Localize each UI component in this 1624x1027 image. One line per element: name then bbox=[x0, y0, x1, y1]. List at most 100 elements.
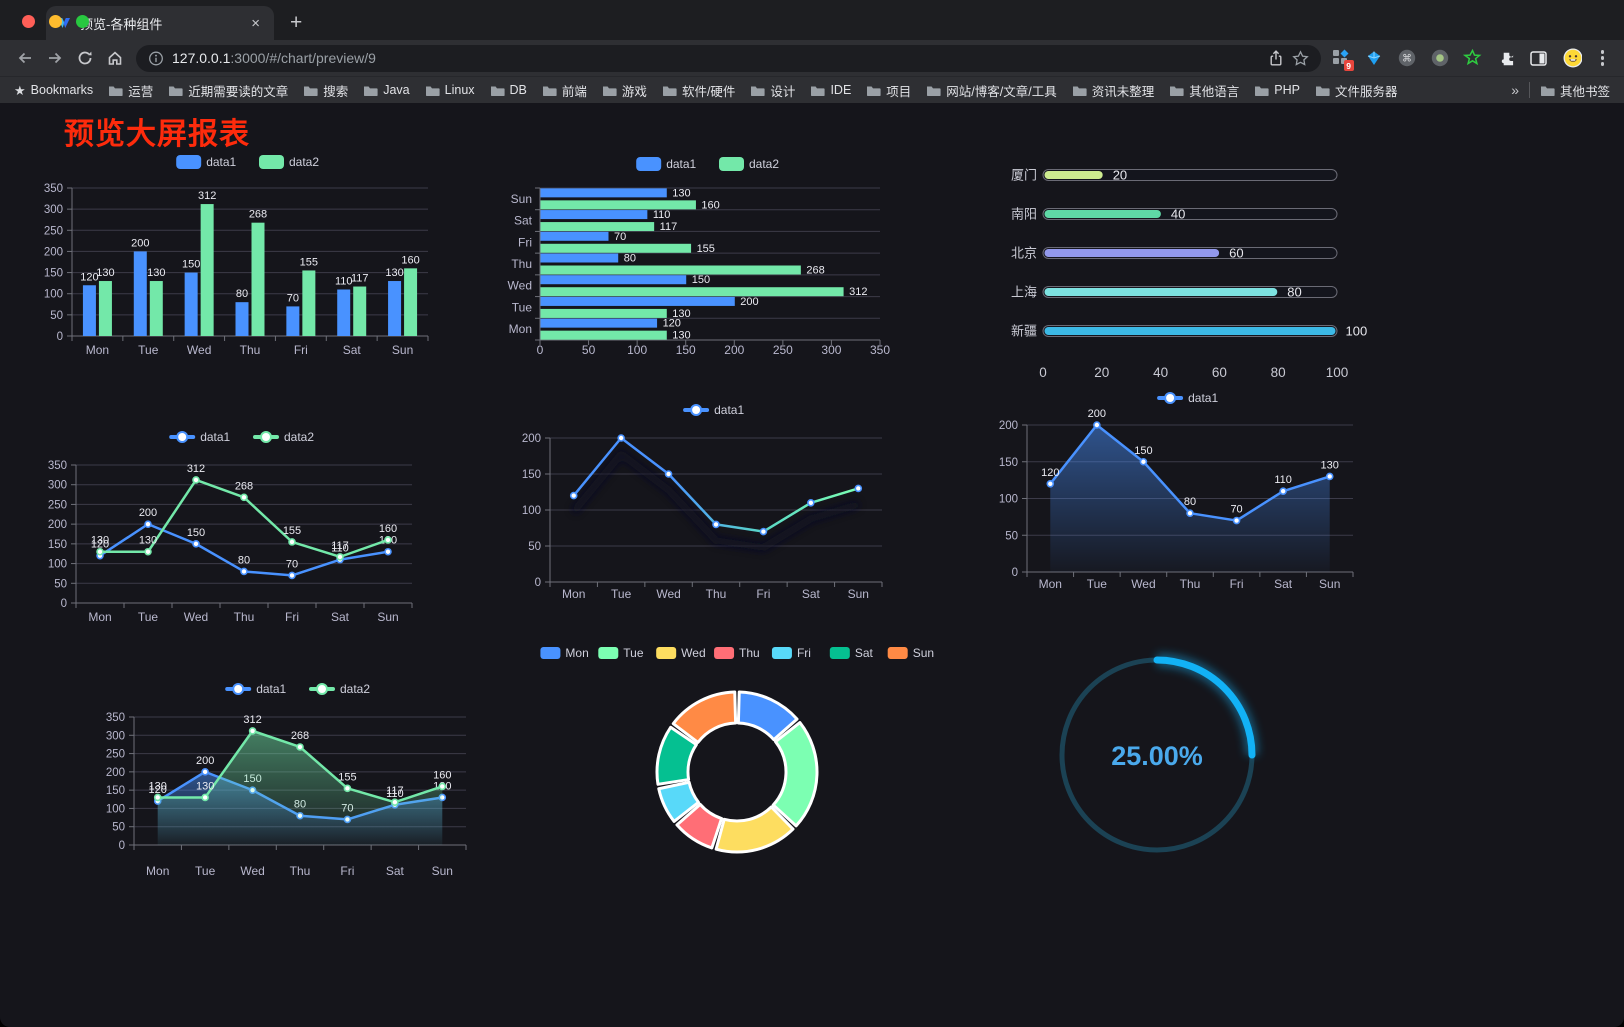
svg-text:70: 70 bbox=[1230, 504, 1242, 516]
chart-bar-horizontal[interactable]: 0 50 100 150 200 250 300 350 Sun 130 160 Sat 110 117 F… bbox=[492, 148, 894, 366]
svg-text:117: 117 bbox=[386, 785, 404, 797]
bookmark-folder[interactable]: 项目 bbox=[866, 81, 911, 100]
forward-button[interactable] bbox=[40, 43, 70, 73]
back-button[interactable] bbox=[10, 43, 40, 73]
folder-icon bbox=[926, 84, 941, 97]
bookmark-folder-label: 搜索 bbox=[323, 84, 349, 99]
extension-gem-icon[interactable] bbox=[1364, 48, 1384, 68]
minimize-window-button[interactable] bbox=[49, 15, 62, 28]
legend-item-Wed[interactable]: Wed bbox=[656, 646, 706, 660]
chart-bar-grouped[interactable]: 0 50 100 150 200 250 300 350 Mon Tue Wed Thu Fri Sat S… bbox=[36, 146, 434, 368]
svg-text:130: 130 bbox=[672, 187, 690, 199]
legend-item-Sat[interactable]: Sat bbox=[829, 646, 874, 660]
chart-line-gradient[interactable]: 0 50 100 150 200 Mon Tue Wed Thu Fri Sat Sun data1 bbox=[506, 397, 892, 615]
bookmark-folder[interactable]: 设计 bbox=[750, 81, 795, 100]
bookmark-folder[interactable]: 资讯未整理 bbox=[1072, 81, 1154, 100]
svg-text:70: 70 bbox=[287, 292, 299, 304]
extensions-puzzle-icon[interactable] bbox=[1496, 48, 1516, 68]
chart-progress-bars[interactable]: 厦门 20 南阳 40 北京 60 上海 80 新疆 100 0 20 40 60 80 100 bbox=[985, 153, 1383, 391]
bookmark-folder[interactable]: PHP bbox=[1254, 83, 1300, 97]
zoom-window-button[interactable] bbox=[76, 15, 89, 28]
bookmark-folder[interactable]: 搜索 bbox=[303, 81, 348, 100]
bookmark-folder[interactable]: Linux bbox=[425, 83, 475, 97]
chart-donut[interactable]: Mon Tue Wed Thu Fri Sat Sun bbox=[540, 637, 936, 882]
bookmark-star-icon[interactable] bbox=[1291, 49, 1309, 67]
folder-icon bbox=[602, 84, 617, 97]
legend-item-data1[interactable]: data1 bbox=[636, 157, 697, 171]
bookmark-folder[interactable]: 网站/博客/文章/工具 bbox=[926, 81, 1057, 100]
svg-text:Thu: Thu bbox=[240, 343, 261, 357]
legend-item-Sun[interactable]: Sun bbox=[887, 646, 934, 660]
folder-icon bbox=[750, 84, 766, 97]
svg-text:data2: data2 bbox=[340, 682, 370, 696]
bookmark-folder[interactable]: 软件/硬件 bbox=[662, 81, 735, 100]
svg-text:312: 312 bbox=[187, 463, 205, 475]
chart-area-dual[interactable]: 0 50 100 150 200 250 300 350 Mon Tue Wed Thu Fri Sat S… bbox=[92, 675, 476, 897]
bookmark-folder-label: 网站/博客/文章/工具 bbox=[946, 84, 1057, 99]
svg-text:Tue: Tue bbox=[611, 587, 632, 601]
legend-item-data2[interactable]: data2 bbox=[253, 430, 314, 444]
bookmark-folder[interactable]: IDE bbox=[810, 83, 851, 97]
folder-icon bbox=[425, 84, 440, 97]
close-window-button[interactable] bbox=[22, 15, 35, 28]
bookmark-folder-label: Java bbox=[383, 83, 410, 97]
bookmark-folder[interactable]: 其他语言 bbox=[1169, 81, 1239, 100]
svg-text:200: 200 bbox=[522, 433, 541, 445]
legend-item-data2[interactable]: data2 bbox=[309, 682, 370, 696]
legend-item-data1[interactable]: data1 bbox=[176, 155, 237, 169]
reload-button[interactable] bbox=[70, 43, 100, 73]
bookmark-folder[interactable]: 前端 bbox=[542, 81, 587, 100]
svg-text:312: 312 bbox=[849, 286, 867, 298]
svg-text:data1: data1 bbox=[666, 157, 696, 171]
extension-star-icon[interactable] bbox=[1463, 48, 1483, 68]
folder-icon bbox=[866, 84, 881, 97]
svg-text:Sun: Sun bbox=[848, 587, 869, 601]
other-bookmarks[interactable]: 其他书签 bbox=[1540, 81, 1610, 100]
bookmark-folder[interactable]: Java bbox=[363, 83, 410, 97]
folder-icon bbox=[810, 84, 826, 97]
bookmark-folder[interactable]: 运营 bbox=[108, 81, 153, 100]
share-icon[interactable] bbox=[1268, 49, 1284, 67]
bookmarks-root[interactable]: ★ Bookmarks bbox=[14, 83, 93, 97]
bookmarks-overflow-button[interactable]: » bbox=[1511, 82, 1519, 98]
new-tab-button[interactable]: + bbox=[290, 11, 303, 34]
bookmark-folder[interactable]: 文件服务器 bbox=[1315, 81, 1397, 100]
bookmark-folder[interactable]: 游戏 bbox=[602, 81, 647, 100]
extension-record-icon[interactable] bbox=[1430, 48, 1450, 68]
extension-grid-icon[interactable]: 9 bbox=[1331, 48, 1354, 71]
chart-gauge[interactable]: 25.00% bbox=[1046, 643, 1268, 869]
svg-text:Thu: Thu bbox=[290, 864, 311, 878]
legend-item-data1[interactable]: data1 bbox=[683, 403, 744, 417]
legend-item-Fri[interactable]: Fri bbox=[771, 646, 811, 660]
url-text[interactable]: 127.0.0.1:3000/#/chart/preview/9 bbox=[172, 50, 1260, 66]
svg-text:50: 50 bbox=[528, 541, 541, 553]
chart-area-single[interactable]: 0 50 100 150 200 Mon Tue Wed Thu Fri Sat Sun 120 200 1… bbox=[983, 385, 1363, 603]
extension-command-icon[interactable]: ⌘ bbox=[1397, 48, 1417, 68]
tab-close-button[interactable]: × bbox=[251, 14, 260, 32]
svg-text:200: 200 bbox=[196, 755, 214, 767]
browser-menu-button[interactable] bbox=[1595, 50, 1611, 66]
bookmark-folder[interactable]: 近期需要读的文章 bbox=[168, 81, 288, 100]
svg-text:data1: data1 bbox=[714, 403, 744, 417]
chart-canvas-area-single: 0 50 100 150 200 Mon Tue Wed Thu Fri Sat Sun 120 200 1… bbox=[999, 391, 1354, 591]
site-info-icon[interactable] bbox=[148, 50, 164, 67]
svg-text:0: 0 bbox=[1039, 365, 1047, 380]
legend-item-data1[interactable]: data1 bbox=[169, 430, 231, 444]
legend-item-Mon[interactable]: Mon bbox=[540, 646, 589, 660]
legend-item-Tue[interactable]: Tue bbox=[598, 646, 644, 660]
legend-item-data2[interactable]: data2 bbox=[719, 157, 779, 171]
profile-avatar[interactable] bbox=[1562, 48, 1582, 68]
svg-text:Thu: Thu bbox=[1180, 577, 1201, 591]
address-bar[interactable]: 127.0.0.1:3000/#/chart/preview/9 bbox=[136, 44, 1321, 72]
svg-text:130: 130 bbox=[196, 780, 214, 792]
legend-item-Thu[interactable]: Thu bbox=[714, 646, 760, 660]
legend-item-data1[interactable]: data1 bbox=[225, 682, 287, 696]
bookmark-folder-label: DB bbox=[509, 83, 527, 97]
legend-item-data1[interactable]: data1 bbox=[1157, 391, 1218, 405]
svg-text:110: 110 bbox=[653, 209, 671, 221]
sidebar-toggle-icon[interactable] bbox=[1529, 48, 1549, 68]
bookmark-folder[interactable]: DB bbox=[490, 83, 527, 97]
chart-line-dual[interactable]: 0 50 100 150 200 250 300 350 Mon Tue Wed Thu Fri Sat S… bbox=[36, 423, 420, 641]
legend-item-data2[interactable]: data2 bbox=[259, 155, 319, 169]
home-button[interactable] bbox=[100, 43, 130, 73]
